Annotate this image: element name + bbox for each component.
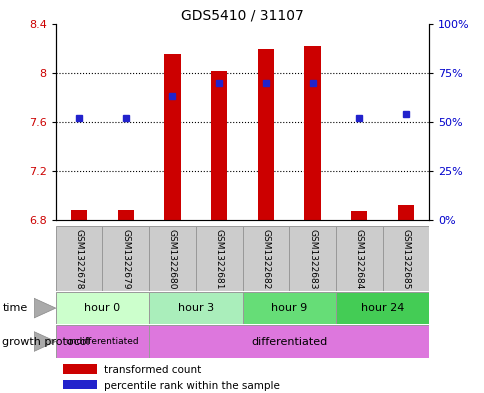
Bar [304, 46, 320, 220]
Bar [118, 210, 134, 220]
Bar [257, 50, 273, 220]
Bar [149, 292, 242, 324]
Text: GSM1322684: GSM1322684 [354, 229, 363, 289]
Bar [211, 72, 227, 220]
Bar [196, 226, 242, 291]
Bar [350, 211, 366, 220]
Bar [56, 226, 102, 291]
Bar [102, 226, 149, 291]
Text: growth protocol: growth protocol [2, 336, 90, 347]
Bar [164, 54, 180, 220]
Text: hour 24: hour 24 [360, 303, 403, 313]
Text: transformed count: transformed count [104, 365, 201, 375]
Title: GDS5410 / 31107: GDS5410 / 31107 [181, 8, 303, 22]
Polygon shape [34, 332, 56, 351]
Bar [242, 226, 288, 291]
Text: GSM1322682: GSM1322682 [261, 229, 270, 289]
Text: GSM1322681: GSM1322681 [214, 229, 223, 290]
Text: hour 9: hour 9 [271, 303, 307, 313]
Bar [149, 325, 428, 358]
Bar [288, 226, 335, 291]
Bar [335, 226, 382, 291]
Text: GSM1322685: GSM1322685 [401, 229, 409, 290]
Bar [63, 364, 97, 373]
Text: percentile rank within the sample: percentile rank within the sample [104, 381, 280, 391]
Text: hour 3: hour 3 [178, 303, 213, 313]
Bar [149, 226, 196, 291]
Text: GSM1322683: GSM1322683 [307, 229, 317, 290]
Text: GSM1322680: GSM1322680 [167, 229, 177, 290]
Text: hour 0: hour 0 [84, 303, 120, 313]
Text: GSM1322679: GSM1322679 [121, 229, 130, 290]
Polygon shape [34, 298, 56, 318]
Bar [397, 205, 413, 220]
Bar [63, 380, 97, 389]
Bar [382, 226, 428, 291]
Bar [71, 210, 87, 220]
Text: GSM1322678: GSM1322678 [75, 229, 83, 290]
Text: undifferentiated: undifferentiated [65, 337, 139, 346]
Text: differentiated: differentiated [251, 336, 327, 347]
Bar [335, 292, 428, 324]
Bar [56, 292, 149, 324]
Bar [242, 292, 335, 324]
Bar [56, 325, 149, 358]
Text: time: time [2, 303, 28, 313]
